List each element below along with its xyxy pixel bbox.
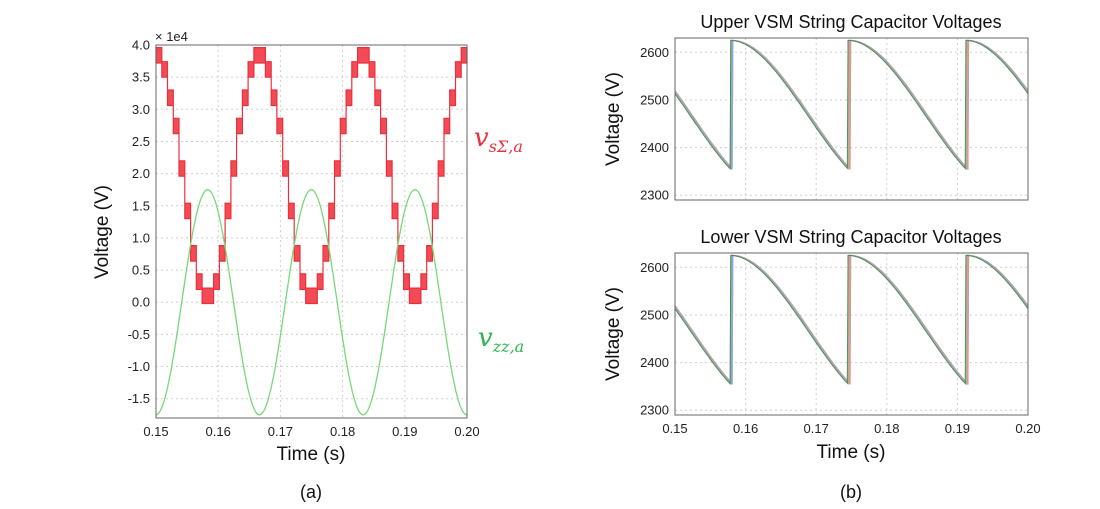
panel-a-y-tick: -1.0	[128, 359, 150, 374]
panel-b-upper-frame	[674, 37, 1029, 201]
panel-a-plot-area	[155, 46, 468, 416]
panel-b-lower-y-tick: 2600	[640, 260, 669, 275]
panel-b-lower-y-tick: 2400	[640, 355, 669, 370]
panel-a-x-tick-labels: 0.15 0.16 0.17 0.18 0.19 0.20	[143, 424, 479, 439]
panel-a-x-tick: 0.17	[268, 424, 293, 439]
panel-b-upper-string-voltage-line	[674, 39, 1029, 170]
series-label-vs-sigma-sub: sΣ,a	[489, 137, 523, 156]
panel-a-y-tick: -1.5	[128, 391, 150, 406]
panel-a-y-tick: -0.5	[128, 327, 150, 342]
panel-a-grid	[156, 44, 467, 418]
panel-b-lower-string-voltage-line	[674, 254, 1029, 386]
panel-a-y-axis-label: Voltage (V)	[92, 185, 113, 279]
series-label-vs-sigma-main: v	[474, 123, 489, 153]
panel-a-y-tick: 3.5	[132, 70, 150, 85]
panel-b-upper-string-voltage-line	[674, 39, 1029, 171]
panel-b-upper-plot-area	[674, 39, 1029, 171]
panel-a-frame	[155, 44, 468, 419]
panel-b-upper-y-tick: 2600	[640, 45, 669, 60]
panel-b-upper-string-voltage-line	[674, 39, 1029, 171]
panel-a-y-tick: 2.5	[132, 134, 150, 149]
panel-a-x-tick: 0.16	[206, 424, 231, 439]
panel-b-lower-string-voltage-line	[674, 254, 1029, 385]
panel-b-lower-chart: Lower VSM String Capacitor Voltages 2600…	[603, 227, 1041, 463]
panel-b-lower-string-voltage-line	[674, 254, 1029, 386]
panel-b-upper-grid	[675, 38, 1028, 200]
panel-b-lower-string-voltage-line	[674, 254, 1029, 385]
panel-a-y-tick-labels: 4.0 3.5 3.0 2.5 2.0 1.5 1.0 0.5 0.0 -0.5 -1.0 -1.5	[128, 38, 150, 407]
panel-a-y-tick: 4.0	[132, 38, 150, 53]
panel-a-y-tick: 0.0	[132, 295, 150, 310]
panel-b-lower-x-tick: 0.17	[804, 421, 829, 436]
panel-b-upper-y-tick: 2500	[640, 92, 669, 107]
panel-b-upper-y-tick: 2400	[640, 140, 669, 155]
panel-a-y-tick: 2.0	[132, 166, 150, 181]
caption-a: (a)	[300, 482, 322, 502]
panel-a-y-tick: 1.0	[132, 230, 150, 245]
series-label-vs-sigma: vsΣ,a	[474, 123, 523, 156]
panel-b-upper-string-voltage-line	[674, 39, 1029, 170]
panel-b-lower-plot-area	[674, 254, 1029, 386]
series-vs-sigma-band	[155, 46, 468, 305]
panel-b-lower-y-axis-label: Voltage (V)	[603, 287, 624, 381]
panel-a-x-tick: 0.15	[143, 424, 168, 439]
panel-b-upper-string-voltage-line	[674, 39, 1029, 171]
panel-b-lower-x-axis-label: Time (s)	[817, 442, 886, 463]
panel-b-lower-title: Lower VSM String Capacitor Voltages	[700, 227, 1001, 247]
panel-b-lower-frame	[674, 252, 1029, 416]
panel-b-lower-x-tick: 0.18	[874, 421, 899, 436]
panel-b-upper-string-voltage-line	[674, 39, 1029, 170]
panel-b-lower-string-voltage-line	[674, 254, 1029, 386]
panel-b-lower-string-voltage-line	[674, 254, 1029, 386]
panel-b-lower-string-voltage-line	[674, 254, 1029, 385]
panel-b-upper-chart: Upper VSM String Capacitor Voltages 2600…	[603, 12, 1029, 203]
panel-b-upper-y-tick: 2300	[640, 188, 669, 203]
panel-b-upper-y-tick-labels: 2600 2500 2400 2300	[640, 45, 669, 203]
panel-a-x-tick: 0.18	[330, 424, 355, 439]
panel-b-lower-y-tick-labels: 2600 2500 2400 2300	[640, 260, 669, 418]
panel-a-x-tick: 0.19	[392, 424, 417, 439]
panel-b-lower-grid	[675, 253, 1028, 415]
panel-b-lower-y-tick: 2500	[640, 307, 669, 322]
panel-b-upper-title: Upper VSM String Capacitor Voltages	[700, 12, 1001, 32]
panel-a-x-tick: 0.20	[454, 424, 479, 439]
panel-a-y-tick: 3.0	[132, 102, 150, 117]
panel-b-lower-x-tick: 0.19	[945, 421, 970, 436]
panel-b-lower-y-tick: 2300	[640, 403, 669, 418]
series-label-vzz: vzz,a	[478, 323, 524, 356]
panel-a-scale-note: × 1e4	[155, 29, 188, 44]
panel-b-lower-x-tick: 0.20	[1015, 421, 1040, 436]
caption-b: (b)	[840, 482, 862, 502]
panel-b-lower-x-tick: 0.16	[733, 421, 758, 436]
series-label-vzz-sub: zz,a	[492, 337, 524, 356]
panel-b-lower-x-tick: 0.15	[662, 421, 687, 436]
panel-a-x-axis-label: Time (s)	[277, 444, 346, 465]
panel-b-lower-x-tick-labels: 0.15 0.16 0.17 0.18 0.19 0.20	[662, 421, 1040, 436]
panel-a-chart: 4.03.53.02.52.01.51.00.50.0-0.5-1.0-1.5 …	[92, 29, 524, 502]
series-label-vzz-main: v	[478, 323, 493, 353]
panel-b-upper-string-voltage-line	[674, 39, 1029, 170]
panel-b-upper-string-voltage-line	[674, 39, 1029, 171]
series-vzz-line	[155, 189, 468, 416]
panel-b-upper-y-axis-label: Voltage (V)	[603, 72, 624, 166]
panel-a-y-tick: 1.5	[132, 198, 150, 213]
panel-a-y-tick: 0.5	[132, 263, 150, 278]
panel-b-lower-string-voltage-line	[674, 254, 1029, 385]
